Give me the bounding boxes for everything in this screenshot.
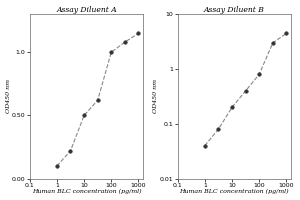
X-axis label: Human BLC concentration (pg/ml): Human BLC concentration (pg/ml) [32, 189, 141, 194]
Y-axis label: OD450 nm: OD450 nm [6, 79, 10, 113]
X-axis label: Human BLC concentration (pg/ml): Human BLC concentration (pg/ml) [180, 189, 289, 194]
Title: Assay Diluent B: Assay Diluent B [204, 6, 265, 14]
Y-axis label: OD450 nm: OD450 nm [154, 79, 158, 113]
Title: Assay Diluent A: Assay Diluent A [56, 6, 117, 14]
